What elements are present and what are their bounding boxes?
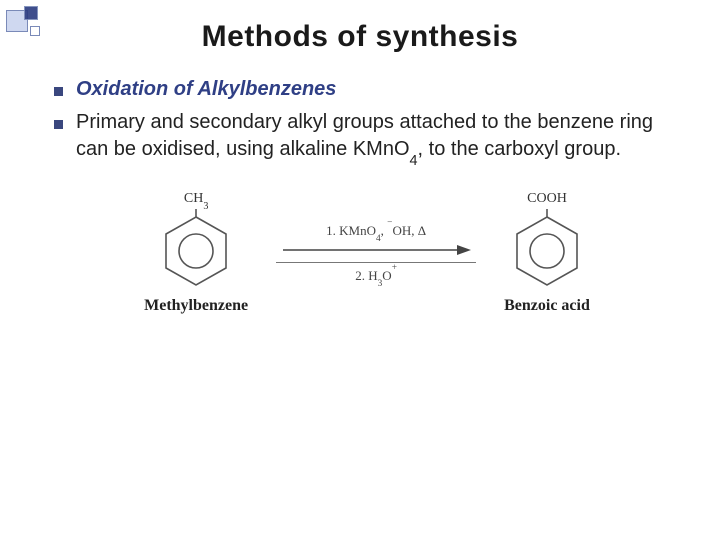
page-title: Methods of synthesis — [0, 0, 720, 54]
product-block: COOH Benzoic acid — [504, 191, 590, 315]
subscript: 3 — [378, 279, 383, 289]
list-item: Primary and secondary alkyl groups attac… — [54, 109, 680, 163]
benzene-ring-icon — [159, 209, 233, 289]
molecule-label: Benzoic acid — [504, 297, 590, 315]
subscript: 4 — [410, 153, 418, 169]
reactant-block: CH3 Methylbenzene — [144, 191, 248, 315]
decor-square — [24, 6, 38, 20]
reaction-condition-2: 2. H3O+ — [355, 268, 397, 284]
content-area: Oxidation of Alkylbenzenes Primary and s… — [0, 54, 720, 315]
molecule-label: Methylbenzene — [144, 297, 248, 315]
list-item: Oxidation of Alkylbenzenes — [54, 76, 680, 103]
substituent-label: COOH — [527, 191, 567, 207]
cond-text: 1. KMnO — [326, 223, 376, 238]
cond-text: 2. H — [355, 268, 377, 283]
body-text: , to the carboxyl group. — [418, 138, 621, 160]
divider — [276, 262, 476, 263]
superscript: − — [387, 218, 392, 228]
substituent-text: CH — [184, 191, 203, 206]
superscript: + — [392, 263, 397, 273]
slide: { "title": "Methods of synthesis", "bull… — [0, 0, 720, 540]
subheading: Oxidation of Alkylbenzenes — [76, 78, 336, 100]
cond-text: OH, Δ — [392, 223, 426, 238]
substituent-label: CH3 — [184, 191, 209, 207]
bullet-list: Oxidation of Alkylbenzenes Primary and s… — [54, 76, 680, 163]
reaction-scheme: CH3 Methylbenzene 1. KMnO4, −OH, Δ — [54, 191, 680, 315]
benzene-ring-icon — [510, 209, 584, 289]
reaction-condition-1: 1. KMnO4, −OH, Δ — [326, 223, 426, 239]
decor-square — [30, 26, 40, 36]
subscript: 4 — [376, 234, 381, 244]
reaction-arrow-block: 1. KMnO4, −OH, Δ 2. H3O+ — [276, 223, 476, 284]
subscript: 3 — [203, 201, 208, 212]
cond-text: O — [382, 268, 391, 283]
